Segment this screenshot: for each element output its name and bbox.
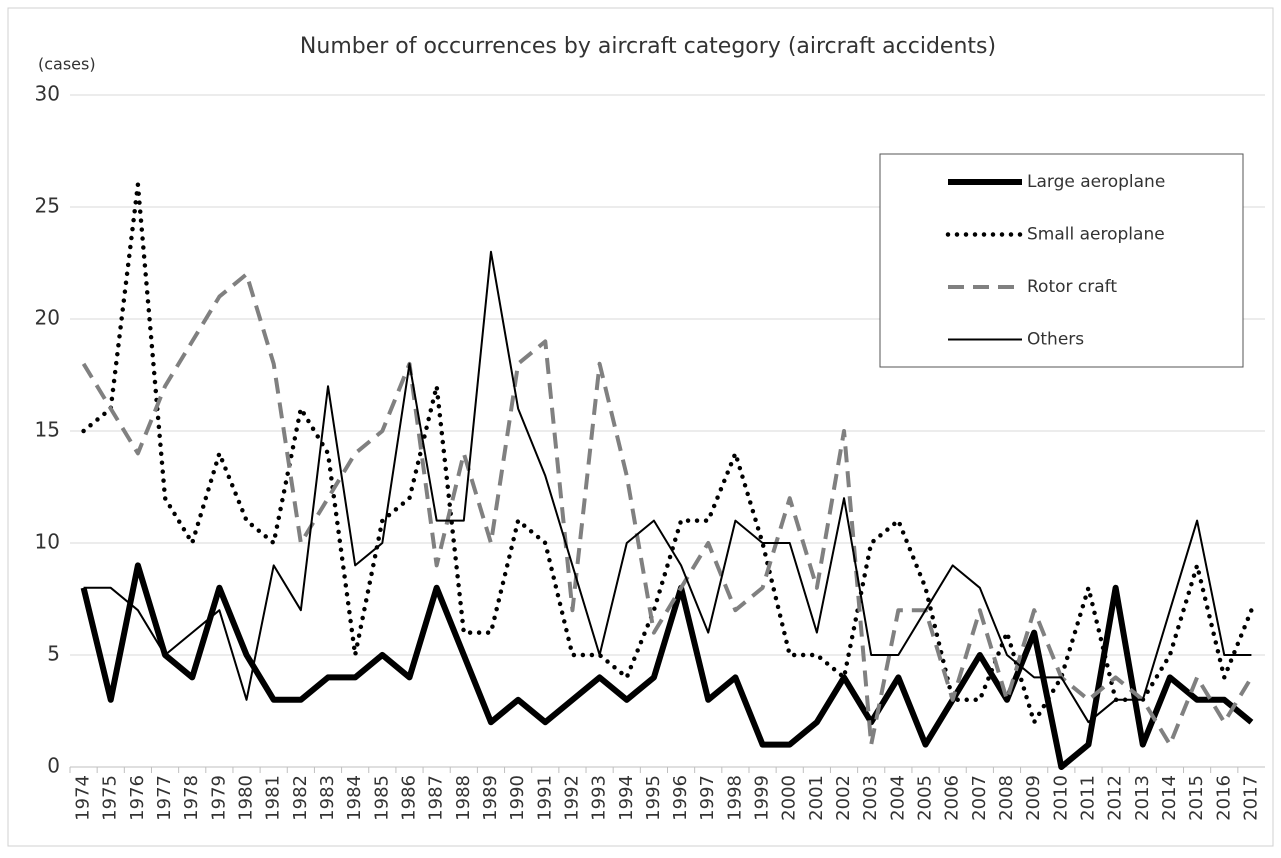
x-tick-label: 2004 [887, 775, 908, 821]
x-tick-label: 1985 [371, 775, 392, 821]
x-tick-label: 1977 [154, 775, 175, 821]
x-tick-label: 2014 [1159, 775, 1180, 821]
x-tick-label: 2012 [1105, 775, 1126, 821]
legend-box [879, 153, 1244, 368]
x-tick-label: 1994 [616, 775, 637, 821]
y-tick-label: 5 [47, 642, 60, 666]
x-tick-label: 2000 [779, 775, 800, 821]
legend-label: Small aeroplane [1027, 225, 1165, 245]
x-tick-label: 2016 [1213, 775, 1234, 821]
x-tick-label: 1979 [208, 775, 229, 821]
x-tick-label: 1983 [317, 775, 338, 821]
series-line [81, 182, 1254, 725]
x-tick-label: 2003 [860, 775, 881, 821]
series-line [83, 250, 1252, 724]
x-tick-label: 1980 [236, 775, 257, 821]
x-tick-label: 1982 [290, 775, 311, 821]
chart-title: Number of occurrences by aircraft catego… [300, 34, 996, 59]
x-tick-label: 2005 [915, 775, 936, 821]
x-tick-label: 2010 [1050, 775, 1071, 821]
x-tick-label: 2006 [942, 775, 963, 821]
x-tick-label: 2017 [1240, 775, 1261, 821]
y-tick-label: 15 [35, 418, 60, 442]
series-line [81, 272, 1254, 747]
x-tick-label: 1988 [453, 775, 474, 821]
x-tick-label: 1975 [100, 775, 121, 821]
x-tick-label: 1995 [643, 775, 664, 821]
x-tick-label: 1999 [752, 775, 773, 821]
x-tick-label: 2008 [996, 775, 1017, 821]
y-axis-label: (cases) [38, 55, 96, 74]
x-tick-label: 1978 [181, 775, 202, 821]
x-tick-label: 2001 [806, 775, 827, 821]
y-tick-label: 20 [35, 306, 60, 330]
x-tick-label: 1987 [426, 775, 447, 821]
x-tick-label: 1984 [344, 775, 365, 821]
x-tick-label: 1998 [724, 775, 745, 821]
x-tick-label: 2007 [969, 775, 990, 821]
legend-label: Rotor craft [1027, 277, 1117, 297]
y-tick-label: 10 [35, 530, 60, 554]
series-line [80, 562, 1254, 770]
x-tick-label: 2002 [833, 775, 854, 821]
x-tick-label: 1981 [263, 775, 284, 821]
x-tick-label: 1990 [507, 775, 528, 821]
chart-frame [7, 7, 1274, 847]
x-tick-label: 2009 [1023, 775, 1044, 821]
y-tick-label: 25 [35, 194, 60, 218]
legend-label: Large aeroplane [1027, 172, 1165, 192]
x-tick-label: 1997 [697, 775, 718, 821]
x-tick-label: 1992 [561, 775, 582, 821]
x-tick-label: 2011 [1077, 775, 1098, 821]
x-tick-label: 1976 [127, 775, 148, 821]
x-tick-label: 1989 [480, 775, 501, 821]
x-tick-label: 1996 [670, 775, 691, 821]
x-tick-label: 1993 [589, 775, 610, 821]
x-tick-label: 1986 [398, 775, 419, 821]
x-tick-label: 2013 [1132, 775, 1153, 821]
x-tick-label: 1974 [73, 775, 94, 821]
x-tick-label: 2015 [1186, 775, 1207, 821]
y-tick-label: 30 [35, 82, 60, 106]
y-tick-label: 0 [47, 754, 60, 778]
x-tick-label: 1991 [534, 775, 555, 821]
legend-label: Others [1027, 330, 1084, 350]
